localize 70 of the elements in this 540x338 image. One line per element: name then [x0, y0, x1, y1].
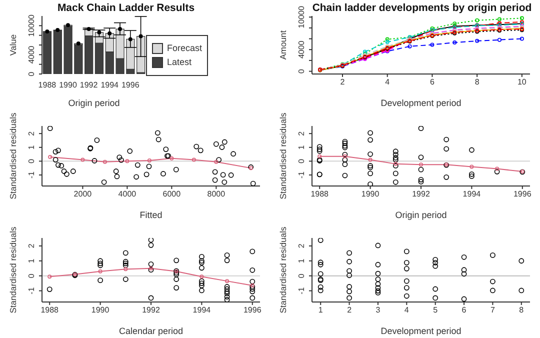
x-tick-label: 7 [490, 306, 496, 315]
y-tick-label: 1 [297, 144, 306, 150]
y-tick-label: 0 [27, 158, 36, 164]
x-axis-title: Calendar period [118, 326, 184, 336]
x-tick-label: 2000 [74, 190, 92, 199]
legend-label: Latest [166, 57, 192, 67]
y-axis-title: Standardised residuals [278, 226, 288, 314]
y-tick-label: 10000 [297, 5, 306, 28]
y-axis-title: Amount [278, 30, 288, 60]
x-tick-label: 8 [474, 78, 480, 87]
x-tick-label: 1992 [412, 190, 430, 199]
y-tick-label: 0 [297, 158, 306, 164]
x-tick-label: 4000 [118, 190, 137, 199]
chart-title: Chain ladder developments by origin period [312, 2, 532, 14]
x-tick-label: 1 [318, 306, 324, 315]
x-tick-label: 6 [430, 78, 435, 87]
x-axis-title: Development period [380, 98, 462, 108]
y-tick-label: 4000 [297, 40, 306, 59]
y-tick-label: -1 [27, 170, 36, 179]
y-tick-label: 0 [27, 273, 36, 278]
x-tick-label: 4 [385, 78, 390, 87]
x-tick-label: 6000 [162, 190, 182, 199]
y-tick-label: 0 [297, 273, 306, 278]
y-tick-label: 1 [27, 258, 36, 264]
y-tick-label: -1 [297, 170, 306, 179]
x-tick-label: 8 [519, 306, 524, 315]
x-axis-title: Origin period [395, 210, 447, 220]
x-tick-label: 1994 [462, 190, 482, 199]
y-tick-label: 2 [27, 243, 36, 248]
y-axis-title: Value [8, 34, 18, 56]
x-tick-label: 1992 [142, 306, 160, 315]
y-axis-title: Standardised residuals [278, 112, 288, 200]
y-tick-label: 10000 [27, 14, 36, 37]
x-tick-label: 1988 [310, 190, 330, 199]
x-tick-label: 2 [340, 78, 346, 87]
x-axis-title: Origin period [68, 98, 120, 108]
y-axis-title: Standardised residuals [8, 226, 18, 314]
x-tick-label: 1990 [361, 190, 380, 199]
y-tick-label: 1 [297, 258, 306, 264]
y-tick-label: 1 [27, 144, 36, 150]
y-tick-label: -1 [27, 286, 36, 294]
y-axis-title: Standardised residuals [8, 112, 18, 200]
y-tick-label: 2 [27, 130, 36, 136]
y-tick-label: 2 [297, 130, 306, 136]
x-tick-label: 10 [517, 78, 527, 87]
x-tick-label: 1994 [100, 80, 120, 90]
x-axis-title: Fitted [140, 210, 162, 220]
y-tick-label: 0 [297, 68, 306, 74]
x-tick-label: 1988 [40, 306, 60, 315]
x-tick-label: 3 [376, 306, 381, 315]
x-tick-label: 1988 [38, 80, 57, 90]
x-tick-label: 1996 [513, 190, 532, 199]
x-tick-label: 1996 [243, 306, 262, 315]
x-tick-label: 6 [462, 306, 467, 315]
chart-title: Mack Chain Ladder Results [56, 2, 196, 14]
y-tick-label: 2 [297, 243, 306, 248]
x-axis-title: Development period [380, 326, 462, 336]
x-tick-label: 5 [433, 306, 438, 315]
x-tick-label: 1992 [80, 80, 98, 90]
x-tick-label: 8000 [207, 190, 226, 199]
x-tick-label: 1990 [59, 80, 78, 90]
x-tick-label: 1994 [192, 306, 212, 315]
y-tick-label: 0 [27, 71, 36, 76]
y-tick-label: 4000 [27, 45, 36, 64]
x-tick-label: 1990 [91, 306, 110, 315]
x-tick-label: 2 [347, 306, 352, 315]
legend-label: Forecast [166, 43, 202, 53]
y-tick-label: -1 [297, 286, 306, 294]
x-tick-label: 4 [404, 306, 410, 315]
x-tick-label: 1996 [121, 80, 140, 90]
